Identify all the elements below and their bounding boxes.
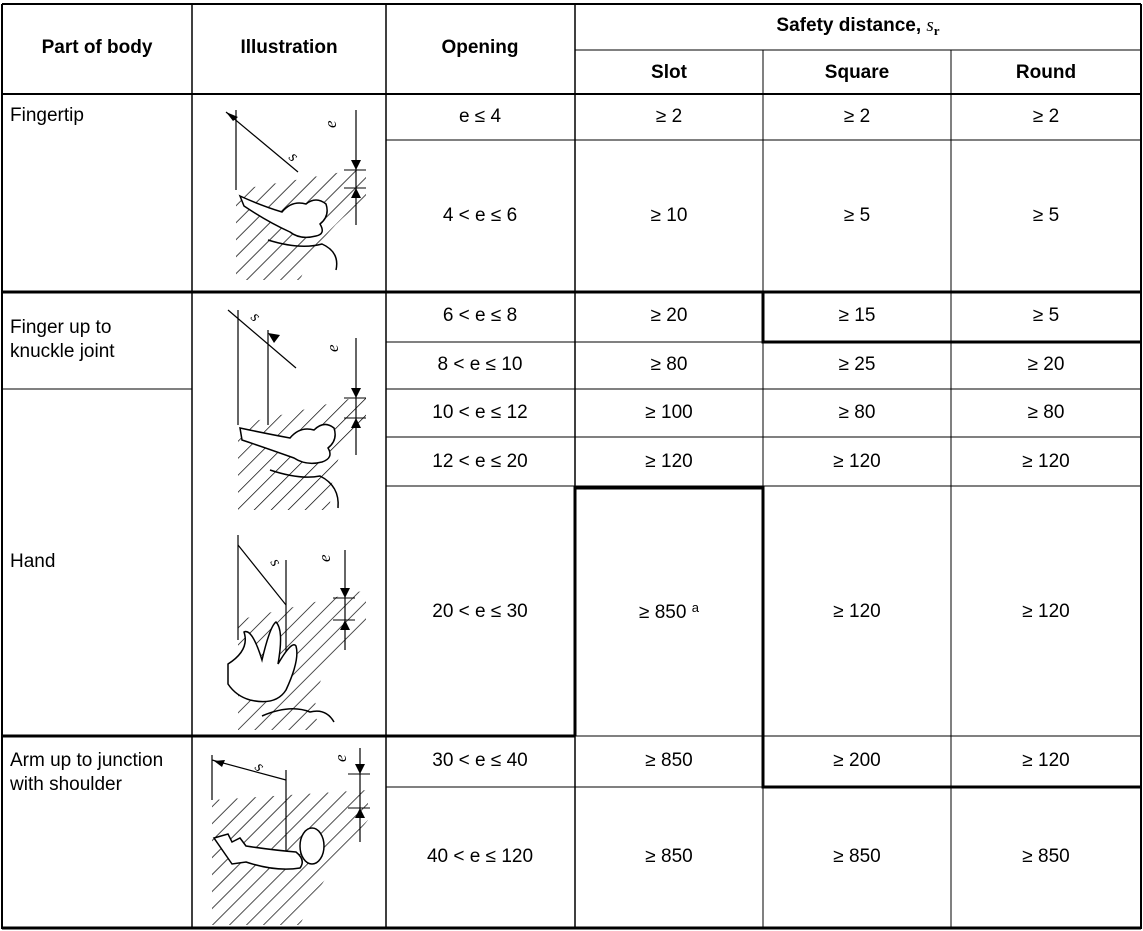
header-round: Round bbox=[1015, 62, 1077, 83]
square-cell: ≥ 200 bbox=[833, 750, 881, 771]
slot-cell: ≥ 2 bbox=[655, 106, 683, 127]
square-cell: ≥ 2 bbox=[843, 106, 871, 127]
square-cell: ≥ 80 bbox=[838, 402, 876, 423]
finger-s-label: s bbox=[247, 309, 263, 325]
header-part-of-body: Part of body bbox=[41, 37, 153, 58]
slot-cell: ≥ 100 bbox=[645, 402, 693, 423]
round-cell: ≥ 120 bbox=[1022, 750, 1070, 771]
round-cell: ≥ 80 bbox=[1027, 402, 1065, 423]
finger-illustration: e s bbox=[227, 309, 366, 510]
opening-cell: 4 < e ≤ 6 bbox=[442, 205, 518, 226]
header-opening: Opening bbox=[441, 37, 519, 58]
body-part-fingertip: Fingertip bbox=[10, 105, 84, 126]
hand-illustration: e s bbox=[227, 535, 366, 730]
header-slot: Slot bbox=[651, 62, 687, 83]
round-cell: ≥ 5 bbox=[1032, 305, 1060, 326]
header-illustration: Illustration bbox=[240, 37, 338, 58]
opening-cell: 10 < e ≤ 12 bbox=[432, 402, 528, 423]
arm-e-label: e bbox=[331, 754, 350, 762]
square-cell: ≥ 120 bbox=[833, 601, 881, 622]
opening-cell: 12 < e ≤ 20 bbox=[432, 451, 528, 472]
fingertip-illustration: e s bbox=[225, 110, 366, 280]
header-safety-distance: Safety distance, sr bbox=[776, 15, 940, 38]
hand-s-label: s bbox=[267, 556, 285, 570]
round-cell: ≥ 5 bbox=[1032, 205, 1060, 226]
opening-cell: 20 < e ≤ 30 bbox=[432, 601, 528, 622]
square-cell: ≥ 850 bbox=[833, 846, 881, 867]
body-part-arm-line2: with shoulder bbox=[10, 774, 122, 795]
opening-cell: 8 < e ≤ 10 bbox=[437, 354, 523, 375]
body-part-arm-line1: Arm up to junction bbox=[10, 750, 164, 771]
body-part-hand: Hand bbox=[10, 551, 56, 572]
finger-e-label: e bbox=[323, 344, 342, 352]
body-part-finger-line1: Finger up to bbox=[10, 317, 112, 338]
opening-cell: 30 < e ≤ 40 bbox=[432, 750, 528, 771]
opening-cell: 40 < e ≤ 120 bbox=[426, 846, 534, 867]
slot-cell: ≥ 850 bbox=[645, 846, 693, 867]
fingertip-s-label: s bbox=[285, 149, 301, 165]
round-cell: ≥ 120 bbox=[1022, 451, 1070, 472]
round-cell: ≥ 850 bbox=[1022, 846, 1070, 867]
opening-cell: e ≤ 4 bbox=[458, 106, 502, 127]
slot-cell: ≥ 850 a bbox=[639, 600, 699, 623]
fingertip-e-label: e bbox=[321, 120, 340, 128]
footnote-marker: a bbox=[691, 600, 699, 615]
header-square: Square bbox=[824, 62, 890, 83]
slot-cell: ≥ 80 bbox=[650, 354, 688, 375]
opening-cell: 6 < e ≤ 8 bbox=[442, 305, 518, 326]
slot-cell: ≥ 10 bbox=[650, 205, 688, 226]
slot-cell: ≥ 120 bbox=[645, 451, 693, 472]
square-cell: ≥ 15 bbox=[838, 305, 876, 326]
round-cell: ≥ 2 bbox=[1032, 106, 1060, 127]
square-cell: ≥ 120 bbox=[833, 451, 881, 472]
round-cell: ≥ 20 bbox=[1027, 354, 1065, 375]
slot-cell: ≥ 850 bbox=[645, 750, 693, 771]
body-part-finger-line2: knuckle joint bbox=[10, 341, 115, 362]
square-cell: ≥ 5 bbox=[843, 205, 871, 226]
round-cell: ≥ 120 bbox=[1022, 601, 1070, 622]
square-cell: ≥ 25 bbox=[838, 354, 876, 375]
hand-e-label: e bbox=[315, 554, 334, 562]
arm-illustration: e s bbox=[211, 748, 370, 925]
slot-cell: ≥ 20 bbox=[650, 305, 688, 326]
